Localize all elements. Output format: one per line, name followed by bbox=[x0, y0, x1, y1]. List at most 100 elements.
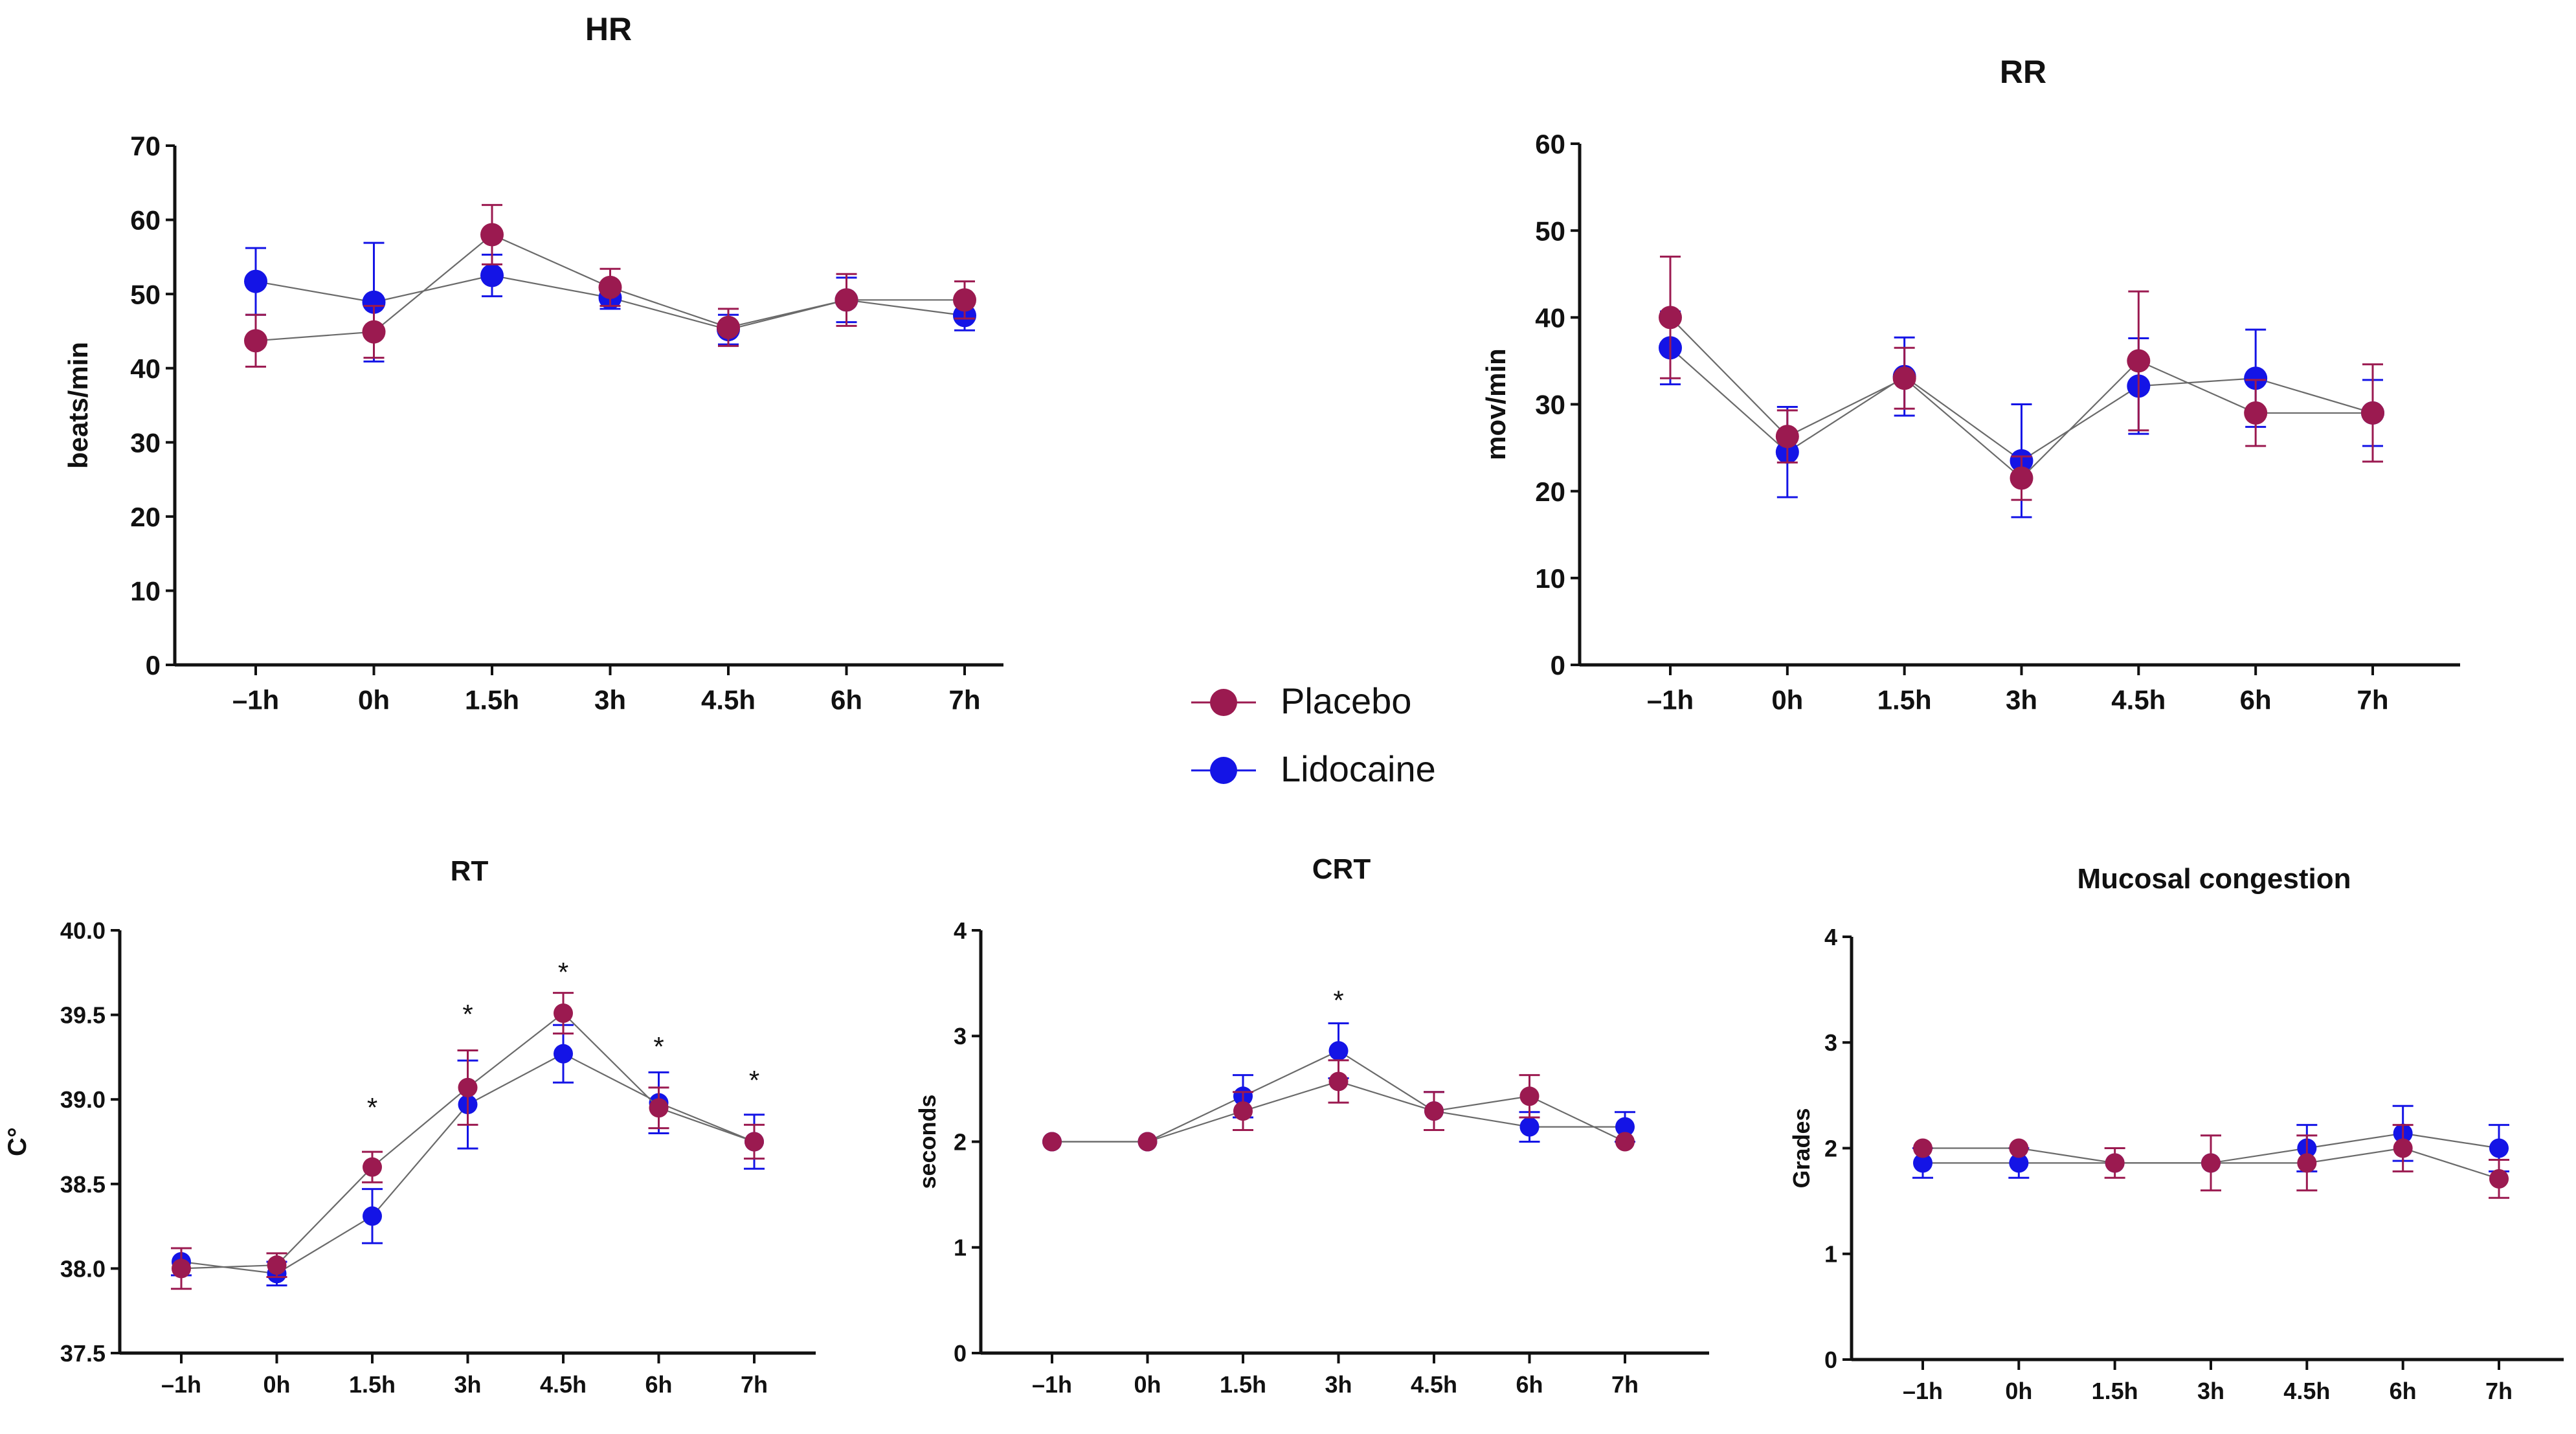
rr-x-tick-label: 3h bbox=[2006, 685, 2037, 715]
mucosal-placebo-point bbox=[2393, 1138, 2413, 1158]
rr-placebo-point bbox=[2127, 349, 2151, 373]
hr-placebo-point bbox=[953, 288, 976, 312]
rt-placebo-point bbox=[267, 1255, 287, 1275]
rt-x-tick-label: 6h bbox=[645, 1371, 672, 1398]
rr-y-tick-label: 50 bbox=[1535, 216, 1565, 246]
rr-placebo-point bbox=[1659, 306, 1682, 330]
rt-series-placebo bbox=[171, 992, 765, 1290]
mucosal-placebo-point bbox=[1913, 1138, 1932, 1158]
rr-series-placebo bbox=[1659, 255, 2384, 501]
crt-placebo-point bbox=[1328, 1071, 1349, 1092]
crt-y-tick-label: 2 bbox=[954, 1128, 967, 1155]
mucosal-y-tick-label: 0 bbox=[1824, 1347, 1837, 1373]
rt-y-tick-label: 38.0 bbox=[60, 1255, 106, 1282]
crt-placebo-point bbox=[1519, 1086, 1540, 1106]
hr-series-placebo bbox=[244, 204, 976, 368]
rr-x-tick-label: –1h bbox=[1647, 685, 1694, 715]
mucosal-x-tick-label: 7h bbox=[2485, 1378, 2513, 1404]
rt-x-tick-label: 1.5h bbox=[349, 1371, 396, 1398]
mucosal-placebo-point bbox=[2201, 1153, 2221, 1173]
mucosal-y-tick-label: 4 bbox=[1824, 924, 1837, 950]
hr-placebo-point bbox=[717, 315, 740, 339]
rt-placebo-point bbox=[363, 1157, 382, 1177]
crt-x-tick-label: 0h bbox=[1134, 1371, 1161, 1398]
rt-panel: RT C° 37.5 38.0 38.5 39.0 39.5 40.0 –1h 0h 1.5h 3h 4… bbox=[3, 855, 816, 1398]
rt-y-tick-label: 37.5 bbox=[60, 1340, 106, 1367]
rr-lidocaine-point bbox=[2244, 366, 2268, 390]
rt-placebo-point bbox=[172, 1259, 191, 1279]
crt-y-tick-label: 3 bbox=[954, 1023, 967, 1049]
rt-lidocaine-point bbox=[554, 1044, 573, 1064]
rt-placebo-point bbox=[649, 1098, 669, 1118]
crt-y-tick-label: 0 bbox=[954, 1340, 967, 1367]
mucosal-y-tick-label: 1 bbox=[1824, 1241, 1837, 1268]
rr-placebo-point bbox=[1892, 366, 1916, 390]
hr-x-tick-label: 6h bbox=[831, 685, 862, 715]
hr-lidocaine-point bbox=[244, 269, 267, 293]
crt-x-tick-label: 6h bbox=[1516, 1371, 1543, 1398]
mucosal-lidocaine-point bbox=[2009, 1153, 2029, 1173]
rr-y-tick-label: 20 bbox=[1535, 476, 1565, 507]
rr-y-axis-label: mov/min bbox=[1481, 348, 1511, 460]
rr-x-tick-label: 0h bbox=[1771, 685, 1803, 715]
mucosal-lidocaine-point bbox=[2489, 1138, 2509, 1158]
crt-x-tick-label: 1.5h bbox=[1220, 1371, 1266, 1398]
rt-significance-marker: * bbox=[462, 999, 473, 1029]
mucosal-lidocaine-point bbox=[1913, 1153, 1932, 1173]
rr-panel: RR mov/min 0 10 20 30 40 50 60 –1h 0h 1.5h 3h 4.5h 6h 7… bbox=[1481, 54, 2460, 715]
crt-lidocaine-point bbox=[1615, 1117, 1635, 1137]
mucosal-x-tick-label: 0h bbox=[2005, 1378, 2032, 1404]
hr-placebo-point bbox=[598, 275, 622, 299]
mucosal-y-axis-label: Grades bbox=[1788, 1108, 1815, 1188]
hr-x-tick-label: 3h bbox=[594, 685, 626, 715]
crt-x-tick-label: 3h bbox=[1325, 1371, 1352, 1398]
rr-placebo-point bbox=[2244, 401, 2268, 425]
hr-placebo-point bbox=[834, 288, 858, 312]
hr-lidocaine-point bbox=[362, 290, 386, 314]
hr-y-tick-label: 60 bbox=[130, 205, 161, 236]
rt-significance-marker: * bbox=[653, 1031, 664, 1062]
rt-y-tick-label: 39.0 bbox=[60, 1086, 106, 1113]
rt-placebo-point bbox=[554, 1003, 573, 1023]
hr-panel: HR beats/min 0 10 20 30 40 50 60 70 –1h 0h 1.5h 3h 4.5… bbox=[63, 11, 1003, 715]
crt-x-tick-label: –1h bbox=[1032, 1371, 1072, 1398]
rr-placebo-point bbox=[1775, 425, 1799, 449]
rt-chart-title: RT bbox=[451, 855, 489, 887]
crt-y-tick-label: 4 bbox=[954, 917, 967, 944]
crt-y-tick-label: 1 bbox=[954, 1235, 967, 1261]
crt-significance-marker: * bbox=[1333, 985, 1343, 1015]
mucosal-placebo-point bbox=[2009, 1138, 2029, 1158]
rt-significance-marker: * bbox=[367, 1092, 377, 1123]
rt-y-tick-label: 40.0 bbox=[60, 917, 106, 944]
rr-y-tick-label: 60 bbox=[1535, 129, 1565, 159]
hr-y-tick-label: 0 bbox=[146, 650, 161, 680]
crt-placebo-point bbox=[1233, 1101, 1253, 1121]
hr-x-tick-label: 1.5h bbox=[465, 685, 519, 715]
rt-y-axis-label: C° bbox=[3, 1127, 32, 1156]
lidocaine-legend-label: Lidocaine bbox=[1281, 748, 1436, 789]
rt-placebo-point bbox=[745, 1132, 764, 1152]
hr-x-tick-label: 7h bbox=[948, 685, 980, 715]
rt-y-tick-label: 38.5 bbox=[60, 1171, 106, 1198]
mucosal-x-tick-label: 3h bbox=[2197, 1378, 2224, 1404]
rt-placebo-point bbox=[458, 1077, 478, 1097]
crt-placebo-point bbox=[1137, 1132, 1158, 1152]
hr-placebo-point bbox=[480, 223, 504, 247]
crt-placebo-point bbox=[1042, 1132, 1062, 1152]
crt-x-tick-label: 7h bbox=[1611, 1371, 1639, 1398]
hr-x-tick-label: 4.5h bbox=[701, 685, 756, 715]
crt-lidocaine-point bbox=[1519, 1117, 1540, 1137]
lidocaine-legend-marker bbox=[1210, 757, 1237, 784]
rr-y-tick-label: 40 bbox=[1535, 302, 1565, 333]
hr-y-tick-label: 10 bbox=[130, 576, 161, 607]
mucosal-x-tick-label: 4.5h bbox=[2283, 1378, 2330, 1404]
rr-y-tick-label: 30 bbox=[1535, 390, 1565, 420]
rt-y-tick-label: 39.5 bbox=[60, 1002, 106, 1029]
rt-lidocaine-point bbox=[363, 1206, 382, 1226]
crt-x-tick-label: 4.5h bbox=[1411, 1371, 1457, 1398]
crt-chart-title: CRT bbox=[1312, 853, 1371, 885]
mucosal-x-tick-label: –1h bbox=[1903, 1378, 1943, 1404]
rt-x-tick-label: 4.5h bbox=[540, 1371, 587, 1398]
rr-x-tick-label: 6h bbox=[2240, 685, 2272, 715]
